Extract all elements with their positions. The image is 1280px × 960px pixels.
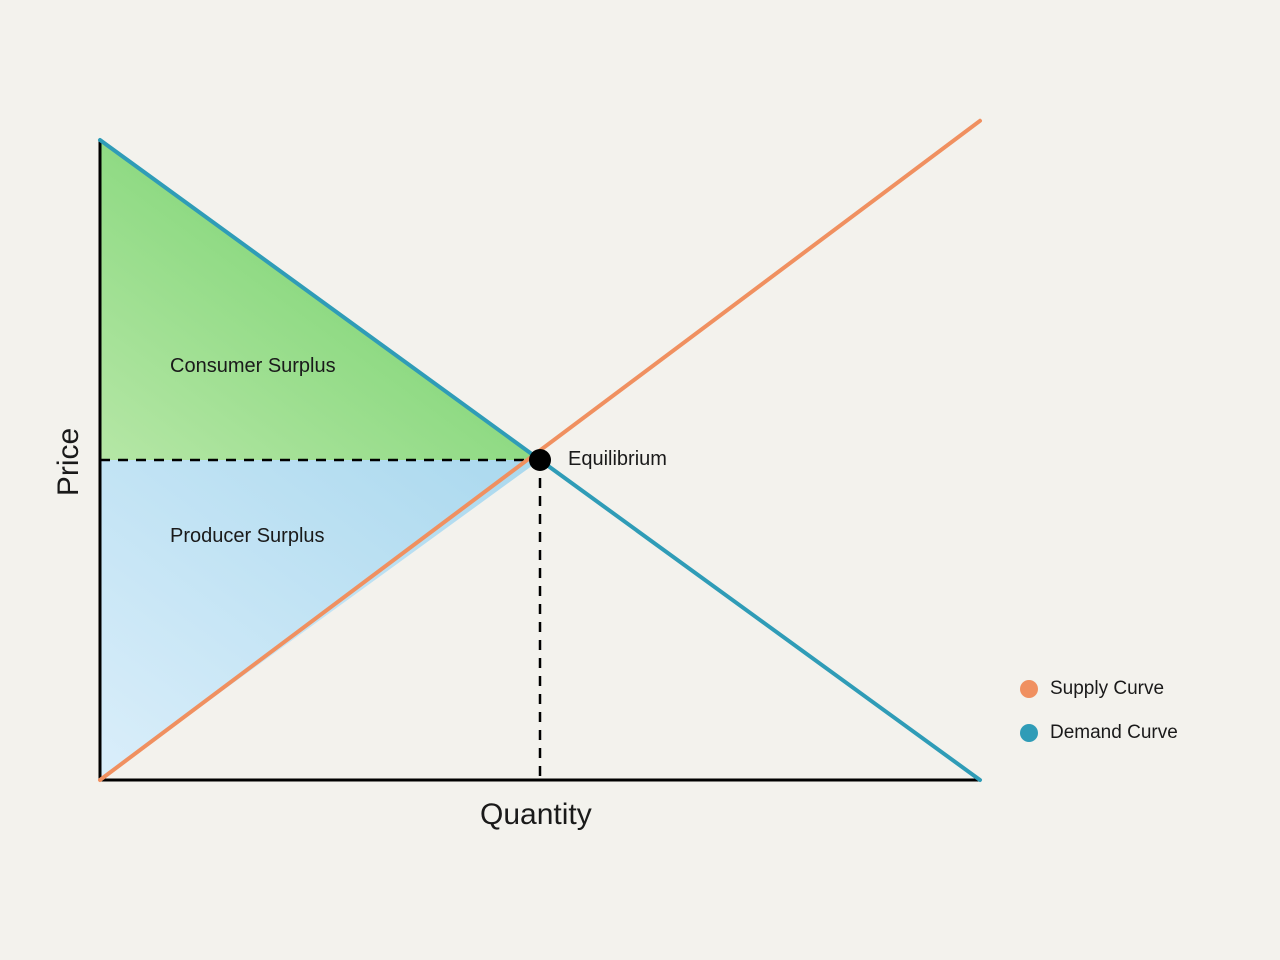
legend-label-demand: Demand Curve [1050, 722, 1178, 744]
legend-item-demand: Demand Curve [1020, 722, 1178, 744]
consumer-surplus-label: Consumer Surplus [170, 355, 336, 378]
supply-demand-chart [0, 0, 1280, 960]
equilibrium-point [529, 449, 551, 471]
legend-swatch-supply [1020, 680, 1038, 698]
x-axis-label: Quantity [480, 798, 592, 832]
legend-swatch-demand [1020, 724, 1038, 742]
y-axis-label: Price [52, 428, 86, 496]
producer-surplus-label: Producer Surplus [170, 525, 325, 548]
legend-label-supply: Supply Curve [1050, 678, 1164, 700]
chart-canvas: Price Quantity Consumer Surplus Producer… [0, 0, 1280, 960]
legend-item-supply: Supply Curve [1020, 678, 1178, 700]
chart-legend: Supply Curve Demand Curve [1020, 678, 1178, 744]
equilibrium-label: Equilibrium [568, 448, 667, 471]
